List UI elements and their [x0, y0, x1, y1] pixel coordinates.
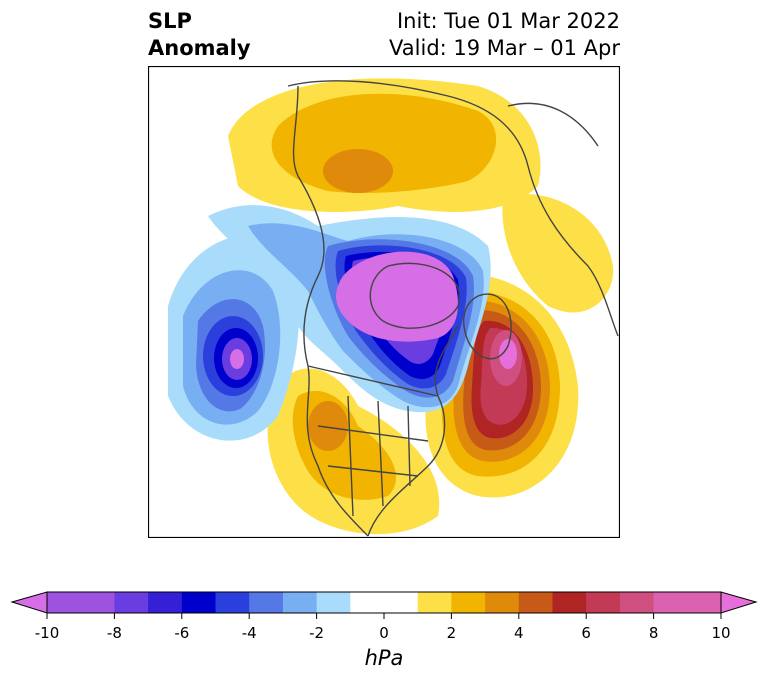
anomaly-map: [148, 66, 620, 538]
colorbar-segment: [417, 592, 452, 613]
colorbar-segment: [316, 592, 351, 613]
colorbar-tick-label: -6: [174, 624, 190, 642]
colorbar-segment: [619, 592, 655, 613]
colorbar-segments: [47, 592, 722, 613]
colorbar-segment: [687, 592, 722, 613]
anomaly-siberia-high: [502, 193, 614, 313]
colorbar-segment: [586, 592, 621, 613]
colorbar-extend-low: [10, 591, 48, 614]
colorbar-segment: [518, 592, 553, 613]
colorbar-tick-label: -2: [309, 624, 325, 642]
colorbar-segment: [114, 592, 149, 613]
title-line-1: SLP: [148, 9, 192, 33]
colorbar-tick-label: 0: [379, 624, 389, 642]
colorbar-segment: [47, 592, 82, 613]
colorbar-segment: [451, 592, 486, 613]
anomaly-pacific-low: [168, 235, 299, 441]
colorbar-tick-label: 10: [711, 624, 731, 642]
colorbar-segment: [215, 592, 250, 613]
colorbar-segment: [249, 592, 284, 613]
colorbar-extend-high: [720, 591, 758, 614]
colorbar-segment: [485, 592, 520, 613]
colorbar-tick-label: -10: [34, 624, 60, 642]
colorbar-segment: [350, 592, 385, 613]
colorbar-ticks: [46, 613, 722, 619]
chart-title-dates: Init: Tue 01 Mar 2022 Valid: 19 Mar – 01…: [389, 8, 620, 62]
colorbar-segment: [80, 592, 115, 613]
colorbar: [10, 591, 758, 619]
colorbar-segment: [552, 592, 587, 613]
valid-range: Valid: 19 Mar – 01 Apr: [389, 36, 620, 60]
colorbar-segment: [653, 592, 688, 613]
colorbar-tick-label: 8: [648, 624, 659, 642]
colorbar-tick-label: -8: [106, 624, 122, 642]
colorbar-segment: [181, 592, 216, 613]
colorbar-tick-label: -4: [241, 624, 257, 642]
colorbar-tick-label: 2: [446, 624, 457, 642]
coastlines: [287, 80, 619, 537]
colorbar-segment: [282, 592, 318, 613]
chart-title-variable: SLP Anomaly: [148, 8, 251, 62]
colorbar-tick-label: 6: [581, 624, 591, 642]
anomaly-arctic-low: [208, 205, 491, 413]
title-line-2: Anomaly: [148, 36, 251, 60]
map-frame: [148, 66, 620, 538]
init-date: Init: Tue 01 Mar 2022: [396, 9, 620, 33]
colorbar-segment: [384, 592, 419, 613]
anomaly-eurasia-high: [228, 78, 541, 212]
colorbar-segment: [148, 592, 183, 613]
colorbar-unit-label: hPa: [364, 646, 404, 670]
colorbar-tick-label: 4: [514, 624, 524, 642]
